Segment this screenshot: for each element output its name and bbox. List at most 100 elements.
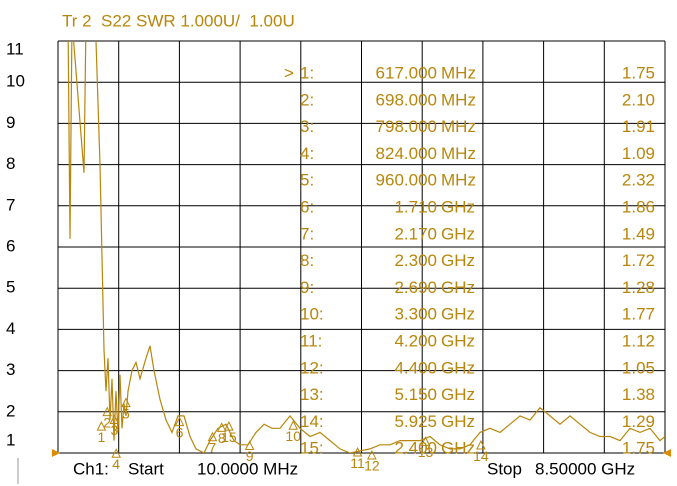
marker-number: 15 xyxy=(221,429,237,445)
table-label: 2: xyxy=(300,90,314,109)
table-value: 1.38 xyxy=(622,385,655,404)
stop-label: Stop xyxy=(487,459,522,478)
table-label: 15: xyxy=(300,439,324,458)
start-label: Start xyxy=(128,459,164,478)
table-value: 2.32 xyxy=(622,171,655,190)
table-label: 8: xyxy=(300,251,314,270)
table-unit: MHz xyxy=(441,171,476,190)
marker-number: 10 xyxy=(285,428,301,444)
marker-triangle xyxy=(121,397,131,408)
marker-number: 6 xyxy=(176,424,184,440)
table-unit: GHz xyxy=(441,439,475,458)
marker-number: 1 xyxy=(97,429,105,445)
y-tick-label: 2 xyxy=(6,401,15,420)
table-frequency: 2.400 xyxy=(394,439,437,458)
table-value: 1.05 xyxy=(622,358,655,377)
y-tick-label: 10 xyxy=(6,72,25,91)
marker-number: 8 xyxy=(218,430,226,446)
marker-triangle xyxy=(174,416,185,427)
marker-triangle xyxy=(96,420,107,431)
table-label: 5: xyxy=(300,171,314,190)
table-label: 12: xyxy=(300,358,324,377)
table-value: 1.72 xyxy=(622,251,655,270)
right-ref-arrow xyxy=(663,449,671,457)
table-unit: GHz xyxy=(441,251,475,270)
marker-triangle xyxy=(224,420,234,431)
table-frequency: 2.170 xyxy=(394,224,437,243)
y-tick-label: 7 xyxy=(6,195,15,214)
table-value: 1.09 xyxy=(622,144,655,163)
table-value: 1.77 xyxy=(622,305,655,324)
table-unit: MHz xyxy=(441,90,476,109)
marker-number: 14 xyxy=(473,448,489,464)
marker-triangle xyxy=(244,440,255,450)
table-unit: GHz xyxy=(441,412,475,431)
table-frequency: 2.690 xyxy=(394,278,437,297)
marker-triangle xyxy=(288,420,299,430)
marker-number: 5 xyxy=(122,405,130,421)
marker-number: 4 xyxy=(112,456,120,472)
table-frequency: 2.300 xyxy=(394,251,437,270)
table-value: 1.29 xyxy=(622,412,655,431)
table-label: 10: xyxy=(300,305,324,324)
table-unit: MHz xyxy=(441,117,476,136)
table-value: 1.28 xyxy=(622,278,655,297)
marker-number: 2 xyxy=(103,414,111,430)
start-value: 10.0000 MHz xyxy=(197,459,298,478)
table-frequency: 1.710 xyxy=(394,197,437,216)
table-unit: MHz xyxy=(441,144,476,163)
channel-label: Ch1: xyxy=(73,459,109,478)
left-ref-arrow xyxy=(52,449,60,457)
marker-triangle xyxy=(109,414,120,425)
table-unit: GHz xyxy=(441,305,475,324)
marker-number: 9 xyxy=(246,448,254,464)
y-tick-label: 11 xyxy=(6,39,24,58)
marker-triangle xyxy=(420,436,431,446)
table-unit: GHz xyxy=(441,278,475,297)
table-frequency: 798.000 xyxy=(376,117,437,136)
table-unit: GHz xyxy=(441,385,475,404)
marker-triangle xyxy=(111,448,122,458)
table-frequency: 960.000 xyxy=(376,171,437,190)
table-value: 1.12 xyxy=(622,331,655,350)
marker-triangle xyxy=(367,449,377,460)
table-unit: MHz xyxy=(441,63,476,82)
y-tick-label: 4 xyxy=(6,319,15,338)
active-marker: > xyxy=(284,63,294,82)
marker-number: 7 xyxy=(209,440,217,456)
y-tick-label: 8 xyxy=(6,154,15,173)
table-value: 1.91 xyxy=(622,117,655,136)
marker-triangle xyxy=(216,422,227,432)
table-unit: GHz xyxy=(441,197,475,216)
y-tick-label: 3 xyxy=(6,360,15,379)
y-tick-label: 5 xyxy=(6,278,15,297)
marker-triangle xyxy=(102,406,112,417)
marker-triangle xyxy=(352,446,363,457)
table-label: 13: xyxy=(300,385,324,404)
y-tick-label: 1 xyxy=(6,430,15,449)
marker-number: 3 xyxy=(110,422,118,438)
table-value: 1.75 xyxy=(622,439,655,458)
table-frequency: 824.000 xyxy=(376,144,437,163)
table-label: 6: xyxy=(300,197,314,216)
marker-triangle xyxy=(207,431,218,442)
table-frequency: 698.000 xyxy=(376,90,437,109)
table-label: 3: xyxy=(300,117,314,136)
marker-number: 13 xyxy=(418,444,434,460)
marker-number: 12 xyxy=(364,458,380,474)
table-label: 1: xyxy=(300,63,314,82)
table-unit: GHz xyxy=(441,331,475,350)
marker-table: >1: 617.000 MHz 1.752: 698.000 MHz 2.103: 798.0… xyxy=(284,63,655,457)
table-frequency: 5.925 xyxy=(394,412,437,431)
table-label: 11: xyxy=(300,331,322,350)
table-label: 9: xyxy=(300,278,314,297)
table-unit: GHz xyxy=(441,224,475,243)
y-tick-label: 9 xyxy=(6,113,15,132)
trace-area xyxy=(67,41,665,453)
y-tick-label: 6 xyxy=(6,236,15,255)
table-unit: GHz xyxy=(441,358,475,377)
marker-triangle xyxy=(476,439,486,450)
